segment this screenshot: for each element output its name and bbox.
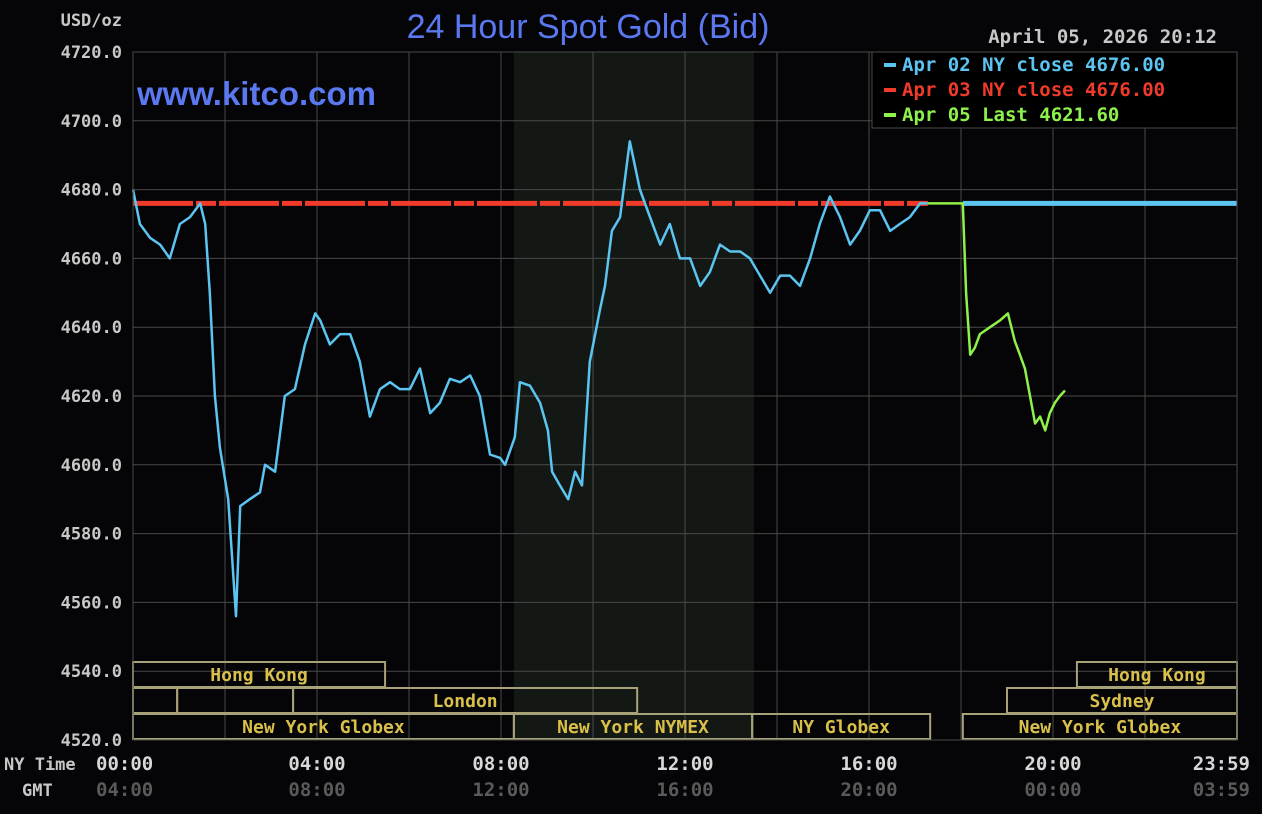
x-tick-label-ny: 08:00 bbox=[472, 753, 529, 775]
y-tick-label: 4600.0 bbox=[61, 456, 122, 476]
y-tick-label: 4560.0 bbox=[61, 593, 122, 613]
session-label: NY Globex bbox=[792, 717, 890, 738]
legend-label: Apr 05 Last 4621.60 bbox=[902, 104, 1119, 126]
session-label: New York Globex bbox=[242, 717, 405, 738]
legend-label: Apr 03 NY close 4676.00 bbox=[902, 79, 1165, 101]
session-label: New York Globex bbox=[1019, 717, 1182, 738]
x-tick-label-ny: 23:59 bbox=[1193, 753, 1250, 775]
x-tick-label-gmt: 03:59 bbox=[1193, 779, 1250, 801]
y-tick-label: 4620.0 bbox=[61, 387, 122, 407]
x-tick-label-ny: 16:00 bbox=[840, 753, 897, 775]
y-axis-unit: USD/oz bbox=[61, 11, 122, 31]
price-line bbox=[131, 140, 928, 618]
x-tick-label-ny: 12:00 bbox=[656, 753, 713, 775]
x-tick-label-gmt: 08:00 bbox=[288, 779, 345, 801]
session-box bbox=[176, 687, 295, 714]
session-label: New York NYMEX bbox=[557, 717, 709, 738]
y-tick-label: 4580.0 bbox=[61, 525, 122, 545]
y-tick-label: 4700.0 bbox=[61, 112, 122, 132]
x-tick-label-ny: 20:00 bbox=[1024, 753, 1081, 775]
legend-box bbox=[871, 51, 1238, 129]
watermark: www.kitco.com bbox=[136, 75, 376, 112]
session-label: London bbox=[433, 691, 498, 712]
legend: Apr 02 NY close 4676.00 Apr 03 NY close 4… bbox=[871, 51, 1238, 129]
session-box bbox=[751, 713, 932, 740]
x-tick-label-gmt: 04:00 bbox=[96, 779, 153, 801]
x-tick-label-gmt: 00:00 bbox=[1024, 779, 1081, 801]
market-sessions: Hong Kong Hong Kong London Sydney New York G… bbox=[132, 661, 1239, 740]
chart-title: 24 Hour Spot Gold (Bid) bbox=[407, 8, 770, 46]
y-tick-label: 4540.0 bbox=[61, 662, 122, 682]
session-box bbox=[132, 687, 179, 714]
legend-label: Apr 02 NY close 4676.00 bbox=[902, 54, 1165, 76]
session-label: Sydney bbox=[1089, 691, 1154, 712]
plot-frame bbox=[132, 51, 1238, 741]
y-tick-label: 4640.0 bbox=[61, 318, 122, 338]
y-tick-label: 4680.0 bbox=[61, 181, 122, 201]
x-tick-label-gmt: 16:00 bbox=[656, 779, 713, 801]
y-tick-label: 4520.0 bbox=[61, 731, 122, 751]
x-axis-ticks: NY Time GMT 00:00 04:00 04:00 08:00 08:00 12:… bbox=[4, 753, 1250, 801]
price-line bbox=[927, 202, 1066, 432]
y-tick-label: 4660.0 bbox=[61, 249, 122, 269]
x-row-label-ny: NY Time bbox=[4, 755, 76, 775]
session-label: Hong Kong bbox=[210, 665, 308, 686]
price-series bbox=[131, 140, 1066, 618]
session-label: Hong Kong bbox=[1108, 665, 1206, 686]
x-tick-label-ny: 04:00 bbox=[288, 753, 345, 775]
x-tick-label-gmt: 12:00 bbox=[472, 779, 529, 801]
y-tick-label: 4720.0 bbox=[61, 43, 122, 63]
x-tick-label-gmt: 20:00 bbox=[840, 779, 897, 801]
grid-lines bbox=[133, 51, 1237, 741]
y-axis-ticks: 4720.0 4700.0 4680.0 4660.0 4640.0 4620.0 4600… bbox=[61, 43, 122, 751]
timestamp: April 05, 2026 20:12 bbox=[988, 26, 1217, 48]
x-row-label-gmt: GMT bbox=[22, 781, 53, 801]
x-tick-label-ny: 00:00 bbox=[96, 753, 153, 775]
